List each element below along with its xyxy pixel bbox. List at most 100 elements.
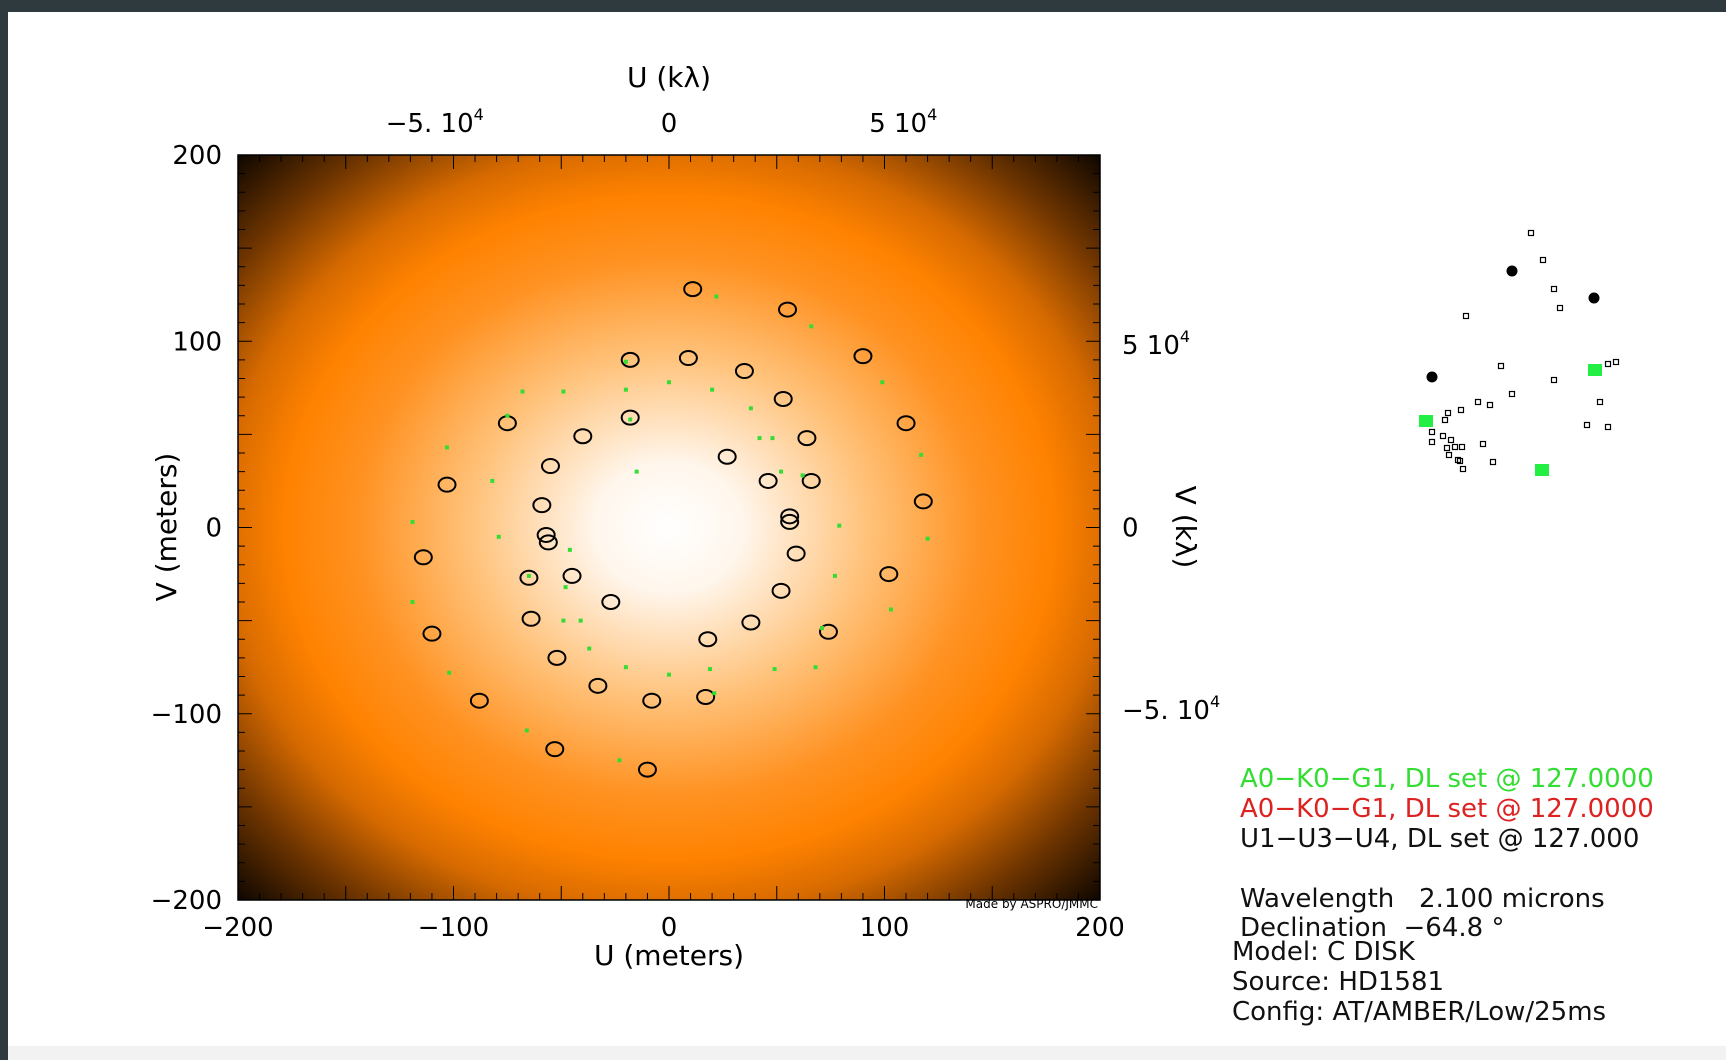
y-tick-label: −100 xyxy=(151,700,222,730)
uv-point-dot xyxy=(410,600,415,604)
uv-point-dot xyxy=(520,389,525,394)
right-tick-labels: 5 104 0 −5. 104 xyxy=(1122,327,1220,726)
y-tick-label: 100 xyxy=(172,327,222,357)
uv-point-circle xyxy=(734,363,754,380)
observation-info: Wavelength 2.100 microns Declination −64… xyxy=(1232,884,1606,1027)
station-marker xyxy=(1497,362,1505,370)
legend-entry: A0−K0−G1, DL set @ 127.0000 xyxy=(1240,794,1654,824)
uv-point-dot xyxy=(623,665,628,670)
ut-station-marker xyxy=(1426,371,1438,383)
uv-point-dot xyxy=(524,728,529,733)
station-marker xyxy=(1550,285,1558,293)
uv-point-circle xyxy=(637,761,657,778)
uv-point-dot xyxy=(832,573,837,578)
uv-point-dot xyxy=(837,523,842,528)
uv-point-circle xyxy=(469,692,489,709)
top-tick-labels: −5. 104 0 5 104 xyxy=(386,105,938,139)
top-axis-label: U (kλ) xyxy=(627,61,711,94)
uv-point-dot xyxy=(667,380,671,385)
uv-point-circle xyxy=(573,428,593,445)
right-tick-label: 5 104 xyxy=(1122,327,1190,361)
uv-point-circle xyxy=(413,549,433,566)
uv-point-circle xyxy=(588,677,608,694)
station-marker xyxy=(1458,443,1466,451)
x-tick-labels: −200 −100 0 100 200 xyxy=(202,913,1125,943)
uv-point-dot xyxy=(880,380,885,385)
uv-point-circle xyxy=(422,625,442,642)
model-text: Model: C DISK xyxy=(1232,937,1416,967)
uv-point-circle xyxy=(896,415,916,432)
uv-point-circle xyxy=(547,649,567,666)
uv-point-circle xyxy=(538,534,558,551)
station-marker xyxy=(1550,376,1558,384)
uv-point-circle xyxy=(797,430,817,447)
y-tick-labels: −200 −100 0 100 200 xyxy=(151,141,222,916)
x-tick-label: 100 xyxy=(860,913,910,943)
x-tick-label: 0 xyxy=(661,913,678,943)
station-marker xyxy=(1596,398,1604,406)
station-marker xyxy=(1462,312,1470,320)
right-tick-label: −5. 104 xyxy=(1122,692,1220,726)
uv-point-dot xyxy=(809,324,814,329)
uv-point-dot xyxy=(505,413,510,418)
uv-point-dot xyxy=(617,758,622,763)
x-tick-label: 200 xyxy=(1075,913,1125,943)
station-marker xyxy=(1443,444,1451,452)
uv-point-circle xyxy=(540,458,560,475)
legend-entry: U1−U3−U4, DL set @ 127.000 xyxy=(1240,824,1639,854)
station-marker xyxy=(1486,401,1494,409)
uv-point-dot xyxy=(712,691,717,696)
uv-point-circle xyxy=(678,350,698,367)
uv-point-circle xyxy=(536,526,556,543)
uv-point-dot xyxy=(770,436,775,441)
station-marker xyxy=(1428,438,1436,446)
uv-point-dot xyxy=(772,667,777,672)
uv-point-dot xyxy=(410,519,415,524)
uv-point-circle xyxy=(780,508,800,525)
uv-points xyxy=(410,281,933,778)
x-axis-label: U (meters) xyxy=(594,939,744,972)
uv-point-dot xyxy=(710,387,715,392)
uv-point-dot xyxy=(447,670,452,675)
uv-point-circle xyxy=(521,610,541,627)
plot-frame xyxy=(237,154,1101,901)
uv-point-dot xyxy=(800,473,805,478)
station-marker xyxy=(1604,360,1612,368)
uv-point-dot xyxy=(820,626,825,631)
uv-point-circle xyxy=(601,594,621,610)
uv-point-dot xyxy=(757,436,762,441)
uv-point-circle xyxy=(780,513,800,530)
uv-point-dot xyxy=(779,469,784,474)
uv-point-dot xyxy=(563,585,568,590)
uv-point-circle xyxy=(620,351,640,368)
declination-text: Declination −64.8 ° xyxy=(1240,913,1504,943)
right-axis-label: V (kλ) xyxy=(1169,486,1202,569)
y-tick-label: −200 xyxy=(151,886,222,916)
uv-point-dot xyxy=(748,406,753,411)
uv-point-dot xyxy=(526,573,531,578)
config-text: Config: AT/AMBER/Low/25ms xyxy=(1232,997,1606,1027)
station-marker xyxy=(1444,409,1452,417)
uv-point-dot xyxy=(813,665,818,670)
y-axis-label: V (meters) xyxy=(150,453,183,602)
station-marker xyxy=(1447,436,1455,444)
y-tick-label: 0 xyxy=(205,514,222,544)
uv-point-dot xyxy=(623,359,628,364)
uv-point-circle xyxy=(698,631,718,648)
ut-station-marker xyxy=(1588,292,1600,304)
disk-model-map xyxy=(238,155,1100,900)
uv-point-dot xyxy=(888,607,893,612)
uv-point-circle xyxy=(853,348,873,365)
uv-point-circle xyxy=(562,567,582,584)
uv-point-dot xyxy=(919,452,924,457)
station-marker xyxy=(1457,406,1465,414)
station-marker xyxy=(1583,421,1591,429)
station-marker xyxy=(1456,457,1464,465)
uv-point-circle xyxy=(786,545,806,562)
array-station-layout xyxy=(1419,229,1620,476)
uv-point-circle xyxy=(778,301,798,318)
top-tick-label: −5. 104 xyxy=(386,105,484,139)
station-marker xyxy=(1441,416,1449,424)
uv-point-circle xyxy=(771,582,791,599)
wavelength-text: Wavelength 2.100 microns xyxy=(1240,884,1605,914)
